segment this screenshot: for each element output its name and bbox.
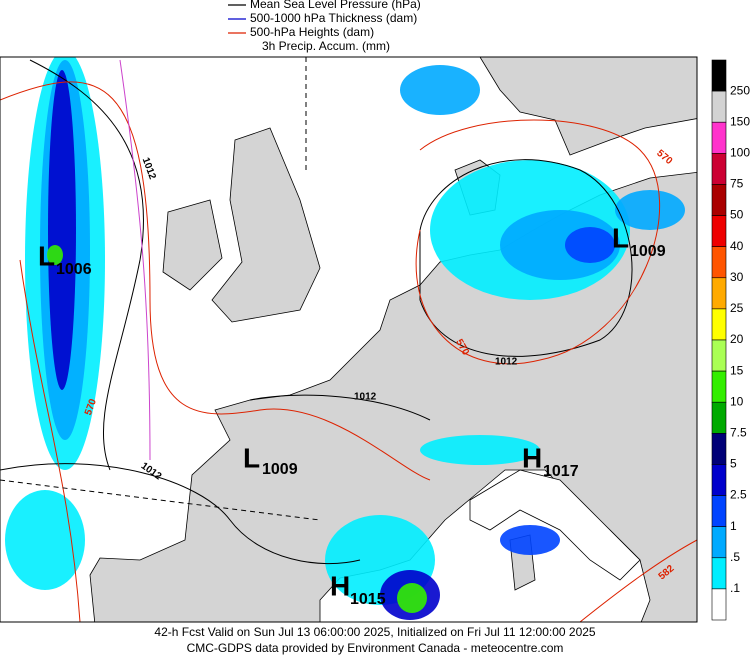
center-value: 1015 (350, 591, 386, 608)
precip-area (500, 525, 560, 555)
colorbar-label: 20 (730, 332, 744, 346)
colorbar-label: 100 (730, 146, 750, 160)
colorbar-swatch (711, 495, 727, 527)
colorbar-swatch (711, 526, 727, 559)
colorbar-label: 2.5 (730, 488, 747, 502)
colorbar-swatch (711, 557, 727, 590)
colorbar-swatch (711, 370, 727, 403)
center-letter: L (612, 222, 629, 253)
precip-area (48, 70, 76, 390)
colorbar: 250 150 100 75 50 40 30 25 20 15 10 7.5 5 2.5 1 .5 .1 (711, 59, 750, 621)
center-value: 1009 (630, 243, 666, 260)
legend-label: 500-hPa Heights (dam) (250, 25, 374, 39)
adriatic (469, 469, 641, 581)
isobar (249, 394, 431, 421)
precip-area (47, 245, 63, 265)
height-line (579, 539, 697, 622)
center-letter: H (522, 442, 542, 473)
colorbar-label: 15 (730, 363, 744, 377)
colorbar-label: 50 (730, 208, 744, 222)
thickness-line (119, 59, 151, 461)
colorbar-label: 75 (730, 177, 744, 191)
colorbar-swatch (711, 59, 727, 92)
contours (0, 57, 697, 622)
colorbar-swatch (711, 308, 727, 341)
isobar (0, 463, 361, 565)
precip-area (5, 490, 85, 590)
scandinavia (390, 57, 697, 156)
colorbar-label: 1 (730, 519, 737, 533)
precip-area (565, 227, 615, 263)
pressure-centers: L 1006 L 1009 L 1009 H 1017 H 1015 (38, 222, 666, 608)
map-frame (0, 56, 698, 623)
colorbar-swatch (711, 339, 727, 372)
footer-line: 42-h Fcst Valid on Sun Jul 13 06:00:00 2… (154, 625, 596, 639)
height-line (19, 259, 81, 622)
isobar (419, 159, 633, 357)
colorbar-swatch (711, 153, 727, 185)
colorbar-label: 5 (730, 457, 737, 471)
colorbar-swatch (711, 588, 727, 621)
legend-label: 3h Precip. Accum. (mm) (262, 39, 390, 53)
colorbar-label: 250 (730, 83, 750, 97)
precip (5, 57, 685, 620)
precip-area (420, 435, 540, 465)
colorbar-label: 10 (730, 394, 744, 408)
colorbar-swatch (711, 246, 727, 279)
colorbar-label: 30 (730, 270, 744, 284)
great-britain (211, 127, 321, 323)
center-value: 1017 (543, 463, 579, 480)
colorbar-label: 40 (730, 239, 744, 253)
map (0, 56, 698, 623)
colorbar-swatch (711, 277, 727, 310)
precip-area (400, 65, 480, 115)
colorbar-swatch (711, 401, 727, 434)
colorbar-swatch (711, 215, 727, 247)
colorbar-label: .5 (730, 550, 740, 564)
center-letter: L (243, 442, 260, 473)
precip-area (397, 583, 427, 613)
center-letter: L (38, 240, 55, 271)
height-line (415, 119, 661, 365)
colorbar-swatch (711, 184, 727, 216)
colorbar-swatch (711, 464, 727, 496)
precip-area (615, 190, 685, 230)
land-layer (0, 57, 697, 622)
ireland (162, 199, 223, 291)
legend-label: Mean Sea Level Pressure (hPa) (250, 0, 421, 11)
legend-label: 500-1000 hPa Thickness (dam) (250, 11, 417, 25)
colorbar-label: 150 (730, 114, 750, 128)
colorbar-label: 25 (730, 301, 744, 315)
colorbar-swatch (711, 90, 727, 123)
colorbar-swatch (711, 121, 727, 154)
contour-label: 1012 (354, 392, 377, 403)
colorbar-label: 7.5 (730, 426, 747, 440)
colorbar-swatch (711, 433, 727, 465)
isobar (29, 59, 144, 471)
center-letter: H (330, 570, 350, 601)
center-value: 1006 (56, 261, 92, 278)
colorbar-label: .1 (730, 581, 740, 595)
legend: Mean Sea Level Pressure (hPa)500-1000 hP… (228, 0, 421, 53)
height-line (0, 81, 431, 481)
footer-line: CMC-GDPS data provided by Environment Ca… (187, 641, 564, 655)
center-value: 1009 (262, 461, 298, 478)
contour-label: 1012 (495, 357, 518, 368)
